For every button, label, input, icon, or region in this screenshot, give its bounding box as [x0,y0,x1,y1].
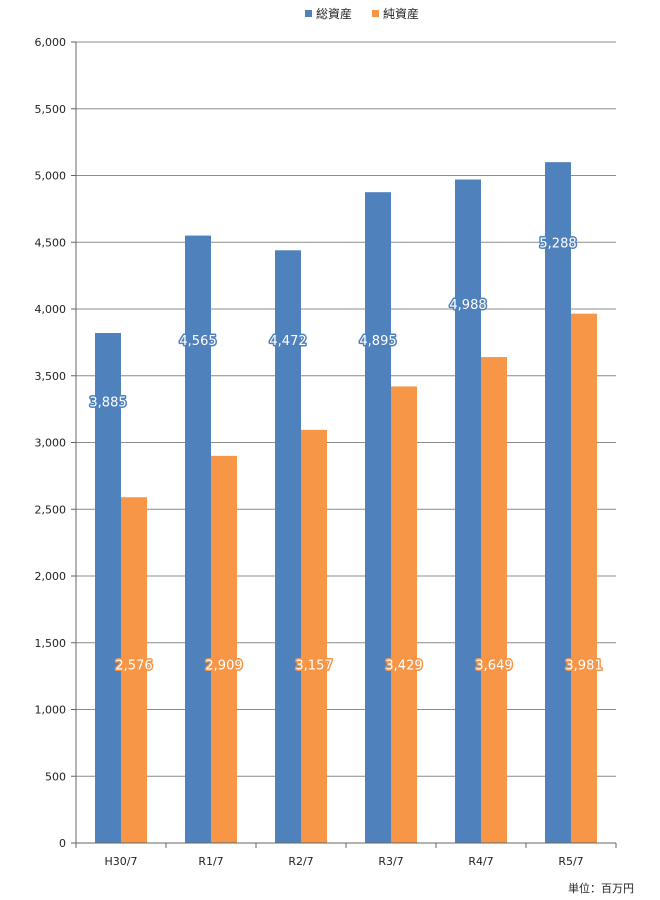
legend-label: 純資産 [383,6,419,21]
x-tick-label: R2/7 [288,855,313,868]
x-tick-label: R4/7 [468,855,493,868]
legend: 総資産 純資産 [305,6,419,21]
y-tick-label: 500 [45,770,66,783]
y-tick-label: 6,000 [35,36,67,49]
y-tick-label: 1,000 [35,704,67,717]
y-tick-label: 0 [59,837,66,850]
data-label: 3,885 [89,395,126,410]
data-label: 4,565 [179,334,216,349]
y-tick-label: 4,500 [35,236,67,249]
bar-net-assets [481,357,507,843]
gridlines [76,41,616,844]
x-tick-label: R5/7 [558,855,583,868]
y-tick-label: 5,500 [35,103,67,116]
y-tick-label: 1,500 [35,637,67,650]
bar-total-assets [95,333,121,843]
data-label: 2,576 [115,658,152,673]
data-label: 5,288 [539,237,576,252]
data-label: 3,649 [475,658,512,673]
bar-total-assets [185,235,211,843]
bars [95,162,597,843]
unit-note: 単位：百万円 [568,882,634,895]
bar-net-assets [571,313,597,843]
x-tick-label: H30/7 [105,855,138,868]
bar-total-assets [455,179,481,843]
data-label: 2,909 [205,658,242,673]
y-tick-label: 3,000 [35,437,67,450]
y-tick-label: 2,000 [35,570,67,583]
y-axis: 0 500 1,000 1,500 2,000 2,500 3,000 3,500 4,000 4… [35,36,77,850]
x-tick-label: R1/7 [198,855,223,868]
y-tick-label: 3,500 [35,370,67,383]
bar-net-assets [121,497,147,843]
data-labels: 3,885 2,576 4,565 2,909 4,472 3,157 4,895 3,429… [88,235,604,675]
data-label: 4,472 [269,334,306,349]
bar-total-assets [365,192,391,843]
x-tick-label: R3/7 [378,855,403,868]
data-label: 3,429 [385,658,422,673]
x-axis: H30/7 R1/7 R2/7 R3/7 R4/7 R5/7 [75,842,617,868]
data-label: 3,981 [565,658,602,673]
y-tick-label: 2,500 [35,503,67,516]
data-label: 3,157 [295,658,332,673]
bar-total-assets [275,250,301,843]
y-tick-label: 4,000 [35,303,67,316]
bar-net-assets [211,455,237,843]
legend-label: 総資産 [316,6,352,21]
y-tick-label: 5,000 [35,170,67,183]
bar-net-assets [391,386,417,843]
data-label: 4,988 [449,298,486,313]
bar-net-assets [301,429,327,843]
data-label: 4,895 [359,334,396,349]
legend-swatch [305,10,312,17]
bar-total-assets [545,162,571,843]
legend-swatch [372,10,379,17]
